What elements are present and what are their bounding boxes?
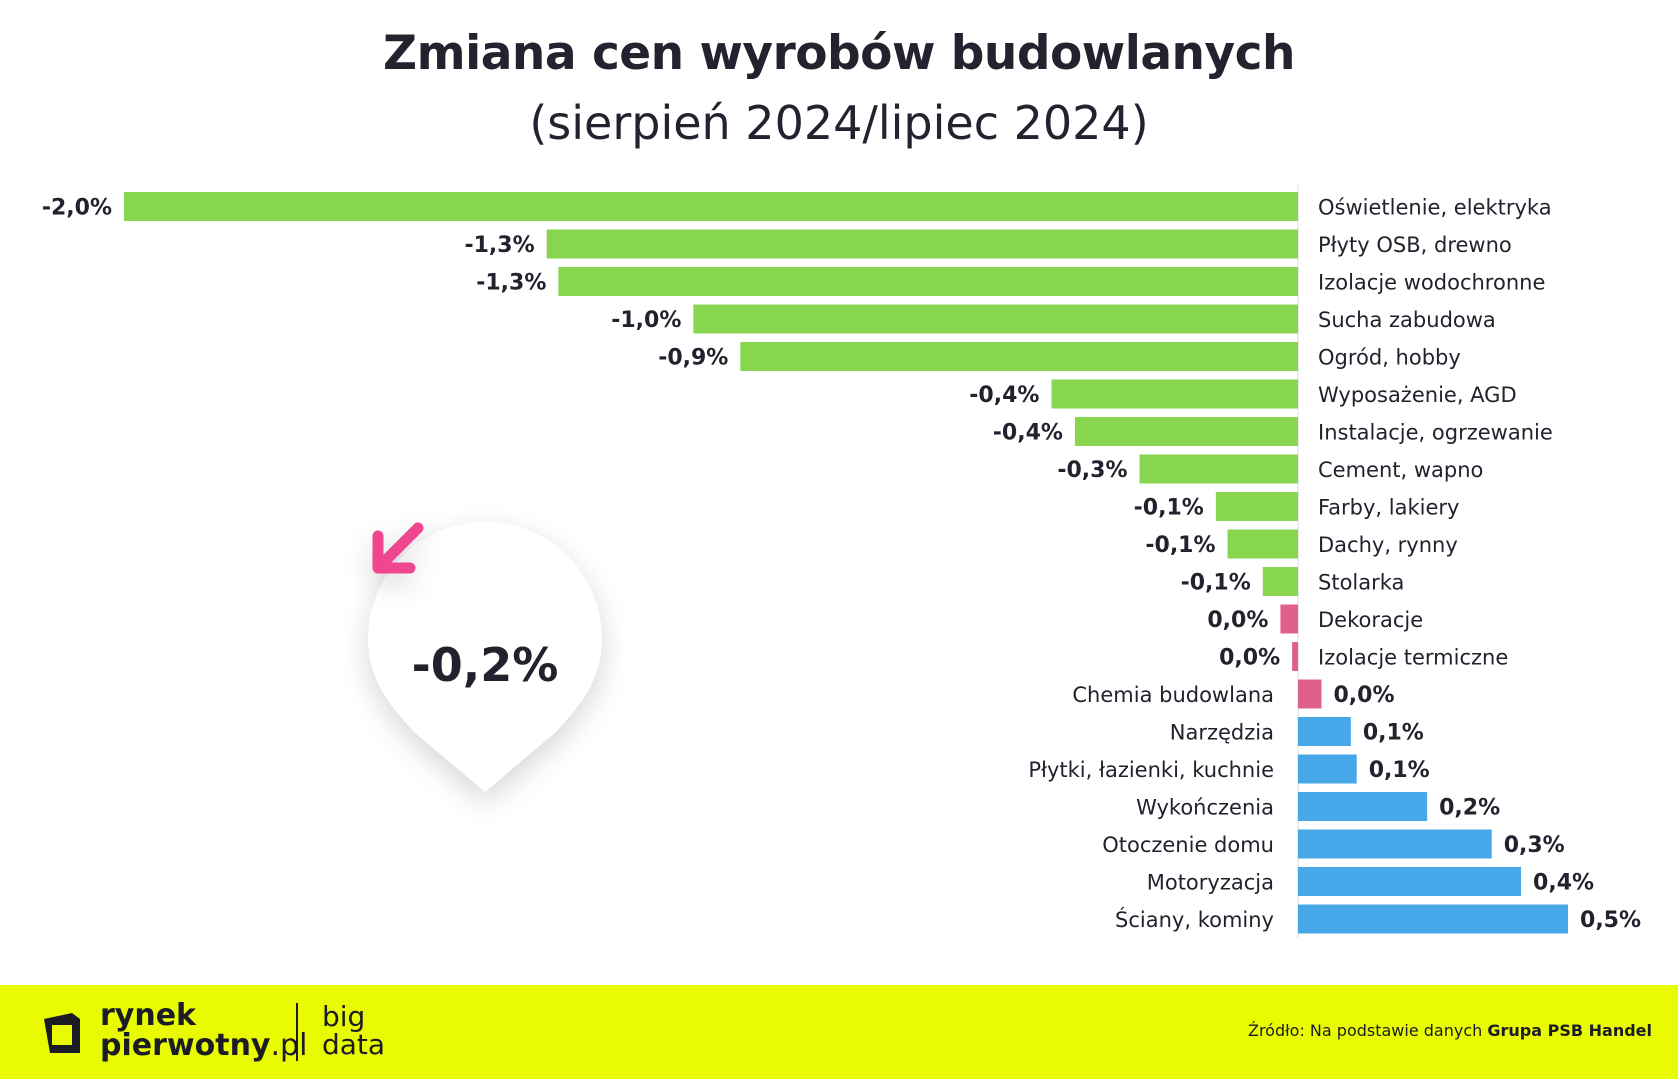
bar-3	[693, 304, 1298, 334]
bar-19	[1298, 904, 1569, 934]
value-label-11: 0,0%	[1207, 608, 1268, 633]
footer-bar: rynek pierwotny.pl big data Źródło: Na p…	[0, 985, 1678, 1079]
logo-text-data: data	[322, 1028, 386, 1061]
bar-18	[1298, 867, 1522, 896]
chart-title: Zmiana cen wyrobów budowlanych	[383, 26, 1295, 81]
value-label-13: 0,0%	[1333, 683, 1394, 708]
category-label-9: Dachy, rynny	[1318, 533, 1458, 557]
category-label-13: Chemia budowlana	[1072, 683, 1274, 707]
value-label-12: 0,0%	[1219, 646, 1280, 671]
category-label-5: Wyposażenie, AGD	[1318, 383, 1517, 407]
value-label-19: 0,5%	[1580, 908, 1641, 933]
value-label-9: -0,1%	[1145, 533, 1215, 558]
logo-divider	[296, 1003, 298, 1061]
bar-17	[1298, 829, 1492, 859]
bar-10	[1262, 567, 1298, 596]
callout-pin-shape	[368, 522, 602, 792]
summary-value: -0,2%	[411, 638, 559, 692]
category-label-15: Płytki, łazienki, kuchnie	[1028, 758, 1274, 782]
bar-4	[740, 342, 1298, 371]
bar-5	[1051, 379, 1298, 409]
category-label-11: Dekoracje	[1318, 608, 1423, 632]
logo-text-rynek: rynek	[100, 998, 197, 1033]
category-label-3: Sucha zabudowa	[1318, 308, 1496, 332]
category-label-6: Instalacje, ogrzewanie	[1318, 421, 1553, 445]
bar-1	[546, 229, 1298, 259]
value-label-16: 0,2%	[1439, 796, 1500, 821]
bar-16	[1298, 792, 1428, 821]
bar-8	[1215, 492, 1298, 521]
bar-11	[1280, 604, 1298, 634]
bar-9	[1227, 529, 1298, 559]
bar-6	[1074, 417, 1298, 446]
category-label-0: Oświetlenie, elektryka	[1318, 196, 1552, 220]
bar-12	[1292, 642, 1298, 671]
category-label-10: Stolarka	[1318, 571, 1404, 595]
value-label-2: -1,3%	[476, 271, 546, 296]
value-label-14: 0,1%	[1363, 721, 1424, 746]
category-label-16: Wykończenia	[1136, 796, 1274, 820]
value-label-10: -0,1%	[1181, 571, 1251, 596]
logo-text-big: big	[322, 1000, 366, 1033]
bar-13	[1298, 679, 1322, 709]
bar-15	[1298, 754, 1357, 784]
value-label-4: -0,9%	[658, 346, 728, 371]
value-label-17: 0,3%	[1504, 833, 1565, 858]
category-label-18: Motoryzacja	[1147, 871, 1274, 895]
value-label-3: -1,0%	[611, 308, 681, 333]
value-label-18: 0,4%	[1533, 871, 1594, 896]
arrow-down-left-icon	[372, 522, 424, 574]
bar-chart: -2,0% Oświetlenie, elektryka -1,3% Płyty OS…	[42, 185, 1641, 938]
summary-callout: -0,2%	[366, 520, 604, 792]
value-label-5: -0,4%	[969, 383, 1039, 408]
category-label-8: Farby, lakiery	[1318, 496, 1459, 520]
source-note: Źródło: Na podstawie danych Grupa PSB Ha…	[1247, 1021, 1652, 1040]
category-label-19: Ściany, kominy	[1115, 907, 1274, 932]
category-label-2: Izolacje wodochronne	[1318, 271, 1545, 295]
category-label-4: Ogród, hobby	[1318, 346, 1461, 370]
chart-subtitle: (sierpień 2024/lipiec 2024)	[529, 96, 1149, 150]
value-label-0: -2,0%	[42, 196, 112, 221]
category-label-14: Narzędzia	[1170, 721, 1274, 745]
logo-text-pierwotny: pierwotny.pl	[100, 1028, 308, 1063]
category-label-17: Otoczenie domu	[1102, 833, 1274, 857]
rynek-logo-icon	[44, 1013, 80, 1053]
bar-7	[1139, 454, 1298, 484]
value-label-1: -1,3%	[464, 233, 534, 258]
value-label-6: -0,4%	[993, 421, 1063, 446]
bar-2	[558, 267, 1298, 296]
value-label-7: -0,3%	[1057, 458, 1127, 483]
value-label-15: 0,1%	[1369, 758, 1430, 783]
category-label-7: Cement, wapno	[1318, 458, 1483, 482]
category-label-12: Izolacje termiczne	[1318, 646, 1508, 670]
bar-14	[1298, 717, 1351, 746]
value-label-8: -0,1%	[1134, 496, 1204, 521]
category-label-1: Płyty OSB, drewno	[1318, 233, 1512, 257]
bar-0	[124, 192, 1298, 221]
